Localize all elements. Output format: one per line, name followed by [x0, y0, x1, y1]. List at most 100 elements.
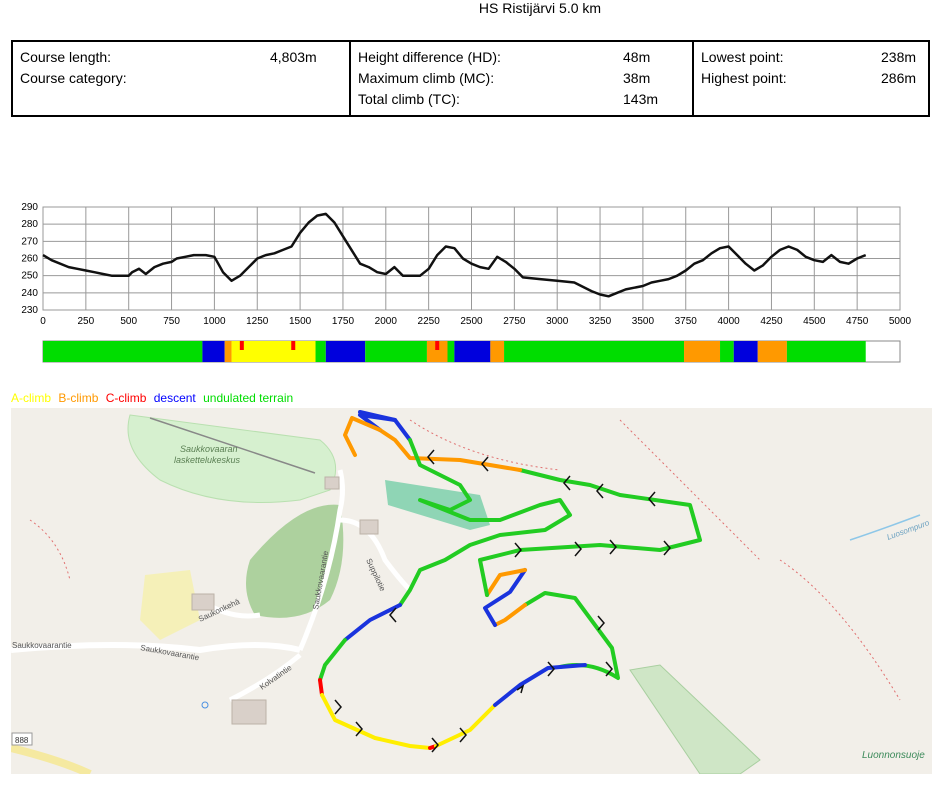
terrain-segment	[757, 341, 787, 362]
elevation-line	[42, 212, 867, 298]
terrain-segment	[720, 341, 734, 362]
x-tick-label: 250	[78, 316, 95, 327]
stat-value: 4,803m	[270, 49, 317, 65]
x-tick-label: 2500	[460, 316, 483, 327]
x-tick-label: 1500	[289, 316, 312, 327]
terrain-segment	[447, 341, 455, 362]
route-segment	[318, 638, 347, 682]
legend-descent: descent	[153, 391, 196, 405]
stat-value: 238m	[881, 49, 917, 65]
building	[359, 519, 379, 535]
x-tick-label: 4750	[846, 316, 869, 327]
terrain-segment	[454, 341, 491, 362]
map-label-road-left: Saukkovaarantie	[12, 641, 72, 650]
road-888	[11, 744, 92, 774]
stat-label: Lowest point:	[701, 49, 784, 65]
route-segment	[434, 703, 497, 748]
stream-line	[849, 514, 921, 541]
x-tick-label: 1750	[332, 316, 355, 327]
x-tick-label: 1250	[246, 316, 269, 327]
ski-lift-line	[149, 417, 316, 474]
stat-course-length: Course length: 4,803m	[20, 47, 349, 68]
terrain-segment	[786, 341, 866, 362]
x-tick-label: 3500	[632, 316, 655, 327]
x-tick-label: 0	[40, 316, 46, 327]
course-route[interactable]	[318, 410, 702, 750]
y-tick-label: 250	[21, 271, 38, 282]
building	[191, 593, 215, 611]
route-segment	[343, 416, 382, 457]
x-tick-label: 2250	[418, 316, 441, 327]
road-suppilotie	[339, 517, 412, 592]
terrain-segment	[43, 341, 203, 362]
terrain-mark	[291, 341, 296, 350]
terrain-segment	[202, 341, 225, 362]
stat-lowest-point: Lowest point: 238m	[701, 47, 928, 68]
boundary-lines	[29, 419, 901, 701]
y-tick-label: 230	[21, 305, 38, 316]
map-label-888: 888	[15, 736, 29, 745]
stat-total-climb: Total climb (TC): 143m	[358, 89, 692, 110]
stat-maximum-climb: Maximum climb (MC): 38m	[358, 68, 692, 89]
stats-col-points: Lowest point: 238m Highest point: 286m	[692, 42, 928, 115]
field-area	[140, 570, 200, 640]
map-label-ski-center: Saukkovaaran	[180, 444, 238, 454]
stat-value: 286m	[881, 70, 917, 86]
stat-highest-point: Highest point: 286m	[701, 68, 928, 89]
x-tick-label: 5000	[889, 316, 912, 327]
stat-course-category: Course category:	[20, 68, 349, 89]
stat-value: 48m	[623, 49, 651, 65]
road-kolvatintie	[228, 653, 302, 703]
terrain-legend: A-climb B-climb C-climb descent undulate…	[11, 391, 297, 405]
legend-undulated-terrain: undulated terrain	[203, 391, 294, 405]
route-segment	[358, 410, 397, 422]
course-map[interactable]: Saukkovaaran laskettelukeskus Saukkovaar…	[0, 408, 938, 786]
y-tick-label: 270	[21, 236, 38, 247]
x-tick-label: 4250	[760, 316, 783, 327]
terrain-segment	[224, 341, 232, 362]
stat-height-difference: Height difference (HD): 48m	[358, 47, 692, 68]
road-saukkovaarantie-north	[297, 469, 345, 651]
route-segment	[483, 568, 527, 627]
map-poi-marker	[201, 701, 209, 709]
stat-label: Height difference (HD):	[358, 49, 501, 65]
x-tick-label: 3000	[546, 316, 569, 327]
terrain-segment	[426, 341, 448, 362]
x-tick-label: 500	[120, 316, 137, 327]
terrain-mark	[435, 341, 440, 350]
route-segment	[318, 678, 324, 697]
direction-arrows	[334, 449, 671, 753]
terrain-segment	[315, 341, 326, 362]
terrain-mark	[239, 341, 244, 350]
y-tick-label: 260	[21, 254, 38, 265]
stat-value: 38m	[623, 70, 651, 86]
ski-slope-area	[127, 414, 337, 503]
terrain-segment	[490, 341, 505, 362]
stat-label: Total climb (TC):	[358, 91, 460, 107]
legend-a-climb: A-climb	[11, 391, 52, 405]
forest-area	[246, 504, 344, 618]
terrain-segment	[325, 341, 366, 362]
elevation-profile-chart: 0 250 500 750 1000 1250 1500 1750 2000 2250 2500 27…	[21, 202, 912, 363]
road-shield-888	[11, 732, 33, 746]
stat-label: Course length:	[20, 49, 112, 65]
stats-col-length: Course length: 4,803m Course category:	[13, 42, 349, 115]
x-tick-label: 750	[163, 316, 180, 327]
x-tick-label: 2000	[375, 316, 398, 327]
nature-reserve-area	[629, 664, 761, 774]
map-label-reserve: Luonnonsuoje	[862, 750, 925, 761]
route-segment	[378, 428, 522, 472]
x-tick-label: 3250	[589, 316, 612, 327]
route-segment	[343, 603, 402, 642]
terrain-segment	[365, 341, 427, 362]
stat-label: Highest point:	[701, 70, 787, 86]
road-saukkovaarantie	[11, 642, 301, 654]
x-tick-label: 2750	[503, 316, 526, 327]
terrain-segment	[504, 341, 685, 362]
legend-b-climb: B-climb	[58, 391, 99, 405]
stat-label: Course category:	[20, 70, 127, 86]
y-tick-label: 290	[21, 202, 38, 213]
terrain-segment	[733, 341, 758, 362]
x-tick-label: 4500	[803, 316, 826, 327]
route-segment	[485, 568, 527, 597]
